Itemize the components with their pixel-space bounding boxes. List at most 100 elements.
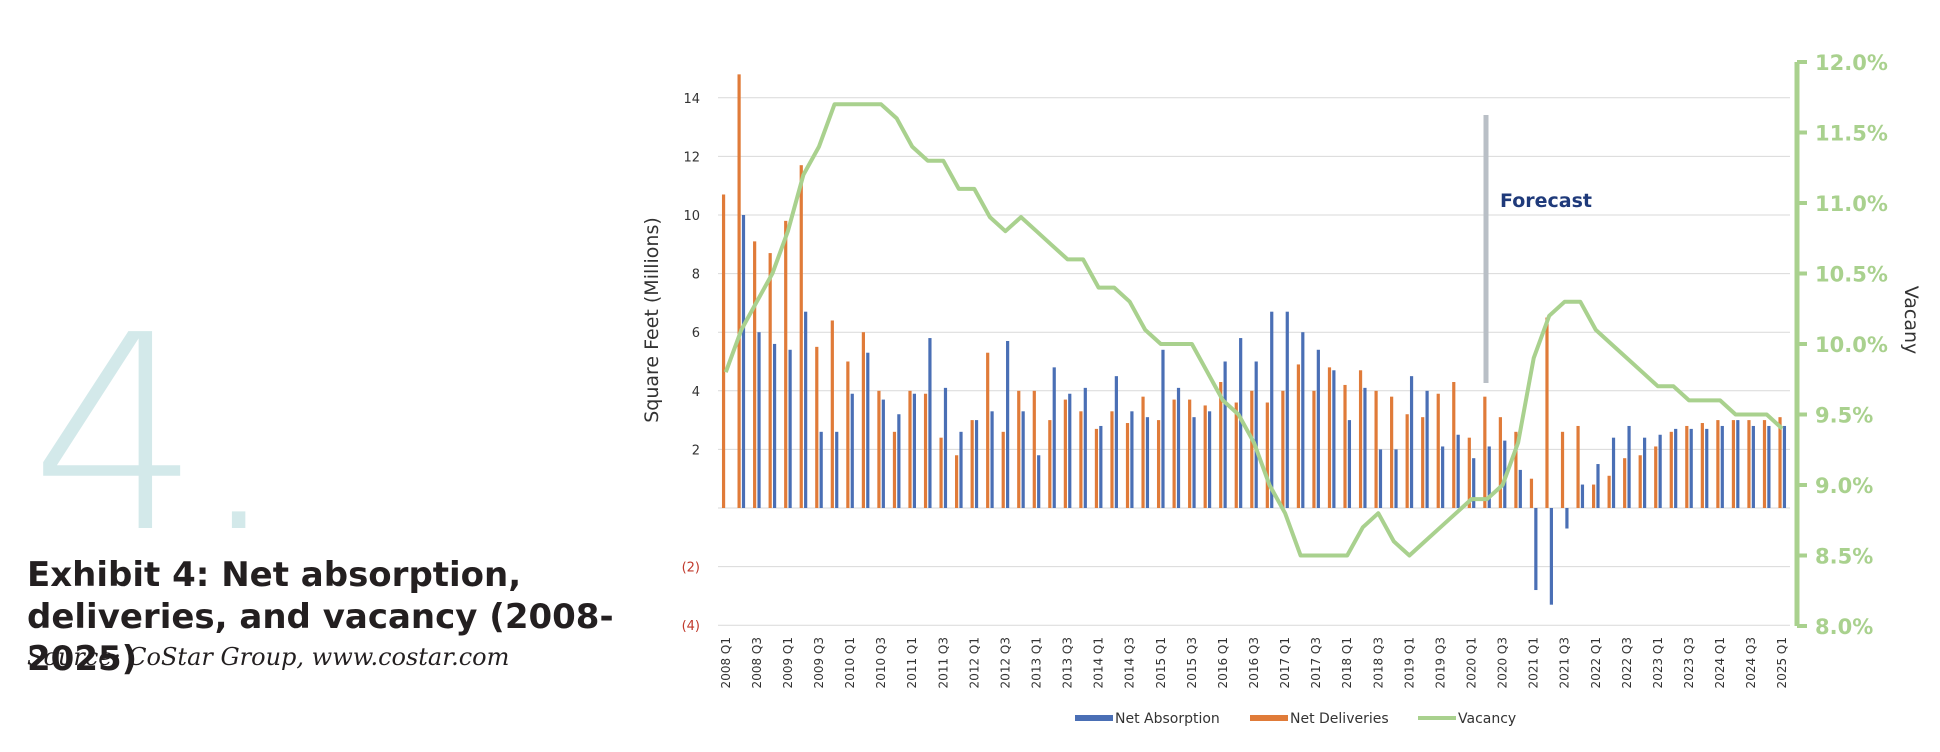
bar-net-absorption [1363, 387, 1367, 508]
y-tick-label: 14 [683, 92, 700, 107]
bar-net-absorption [1207, 411, 1212, 508]
bar-net-deliveries [1436, 393, 1440, 508]
legend-label: Net Deliveries [1290, 711, 1389, 727]
legend: Net Absorption Net Deliveries Vacancy [1075, 711, 1516, 727]
bar-net-deliveries [1141, 396, 1145, 508]
bar-net-absorption [866, 352, 870, 508]
vacancy-line [723, 102, 1784, 558]
bar-net-absorption [1332, 370, 1336, 508]
forecast-annotation: Forecast [1500, 190, 1592, 212]
bar-net-deliveries [1125, 423, 1130, 508]
x-tick-label: 2015 Q1 [1154, 637, 1168, 688]
bar-net-absorption [1487, 446, 1491, 508]
bar-net-absorption [1378, 449, 1383, 508]
bar-net-deliveries [955, 455, 959, 508]
bar-net-deliveries [1452, 382, 1456, 508]
bar-net-deliveries [1032, 390, 1036, 508]
x-tick-label: 2011 Q3 [936, 637, 950, 688]
x-tick-label: 2011 Q1 [905, 637, 919, 688]
bar-net-deliveries [1094, 428, 1099, 508]
bar-net-deliveries [1110, 411, 1114, 508]
bar-net-absorption [1347, 420, 1352, 508]
bar-net-deliveries [830, 320, 834, 508]
bar-net-absorption [1316, 349, 1320, 508]
bar-net-absorption [1720, 425, 1724, 508]
bar-net-deliveries [1250, 390, 1254, 508]
bar-net-absorption [1037, 455, 1041, 508]
exhibit-title: Exhibit 4: Net absorption, deliveries, a… [27, 555, 614, 679]
bar-net-deliveries [1607, 475, 1611, 508]
y-tick-label: (2) [682, 561, 700, 576]
x-tick-label: 2019 Q3 [1433, 637, 1447, 688]
x-tick-label: 2019 Q1 [1402, 637, 1416, 688]
x-tick-label: 2022 Q1 [1589, 637, 1603, 688]
bar-net-deliveries [923, 393, 928, 508]
bar-net-deliveries [1576, 425, 1580, 508]
bar-net-deliveries [1017, 390, 1021, 508]
bar-net-absorption [741, 215, 746, 508]
bars [721, 74, 1787, 605]
bar-net-deliveries [784, 220, 788, 509]
bar-net-deliveries [877, 390, 881, 508]
bar-net-absorption [1441, 446, 1445, 508]
x-tick-label: 2023 Q1 [1651, 637, 1665, 688]
x-tick-label: 2020 Q1 [1465, 637, 1479, 688]
bar-net-deliveries [1234, 402, 1238, 508]
bar-net-absorption [788, 349, 792, 508]
bar-net-absorption [1192, 417, 1196, 508]
x-tick-label: 2009 Q3 [812, 637, 826, 688]
y2-tick-label: 9.0% [1815, 474, 1873, 498]
bar-net-deliveries [846, 361, 850, 508]
bar-net-deliveries [861, 332, 865, 508]
x-tick-label: 2016 Q3 [1247, 637, 1261, 688]
bar-net-deliveries [1343, 384, 1347, 508]
y-tick-label: 12 [683, 150, 700, 165]
x-tick-label: 2024 Q1 [1713, 637, 1727, 688]
x-tick-label: 2018 Q3 [1371, 637, 1385, 688]
bar-net-deliveries [939, 437, 943, 508]
y2-tick-label: 9.5% [1815, 404, 1873, 428]
x-tick-label: 2012 Q3 [998, 637, 1012, 688]
bar-net-absorption [1083, 387, 1087, 508]
bar-net-deliveries [737, 74, 741, 509]
y-tick-label: 2 [692, 443, 700, 458]
x-tick-label: 2013 Q1 [1030, 637, 1044, 688]
bar-net-deliveries [1001, 431, 1005, 508]
x-tick-label: 2021 Q1 [1527, 637, 1541, 688]
bar-net-absorption [1176, 387, 1181, 508]
bar-net-deliveries [1421, 417, 1425, 508]
x-tick-label: 2012 Q1 [967, 637, 981, 688]
bar-net-absorption [835, 431, 839, 508]
y2-tick-label: 8.5% [1815, 545, 1873, 569]
y-tick-label: 4 [692, 385, 700, 400]
bar-net-deliveries [1654, 446, 1658, 508]
x-tick-label: 2016 Q1 [1216, 637, 1230, 688]
bar-net-absorption [1270, 311, 1274, 508]
bar-net-absorption [959, 431, 963, 508]
x-tick-label: 2014 Q1 [1092, 637, 1106, 688]
bar-net-absorption [912, 393, 917, 508]
bar-net-deliveries [1560, 431, 1565, 508]
bar-net-absorption [772, 343, 777, 508]
bar-net-deliveries [1390, 396, 1394, 508]
bar-net-absorption [1643, 437, 1647, 508]
bar-net-absorption [1130, 411, 1134, 508]
bar-net-deliveries [1669, 431, 1673, 508]
bar-net-absorption [943, 387, 948, 508]
bar-net-deliveries [753, 241, 757, 508]
bar-net-deliveries [1156, 420, 1161, 508]
bar-net-absorption [1627, 425, 1631, 508]
legend-label: Net Absorption [1115, 711, 1220, 727]
y2-tick-label: 8.0% [1815, 615, 1873, 639]
x-axis-ticks: 2008 Q1 2008 Q3 2009 Q1 2009 Q3 2010 Q1 2010 … [719, 637, 1789, 688]
left-axis-ticks: 14 12 10 8 6 4 2 (2) (4) [682, 92, 700, 634]
bar-net-absorption [1751, 425, 1755, 508]
bar-net-deliveries [1327, 367, 1332, 508]
bar-net-deliveries [1731, 420, 1736, 508]
bar-net-absorption [1580, 484, 1585, 508]
bar-net-deliveries [1296, 364, 1301, 508]
bar-net-deliveries [1172, 399, 1176, 508]
y2-tick-label: 10.5% [1815, 263, 1888, 287]
bar-net-absorption [1518, 469, 1522, 508]
bar-net-deliveries [1188, 399, 1192, 508]
